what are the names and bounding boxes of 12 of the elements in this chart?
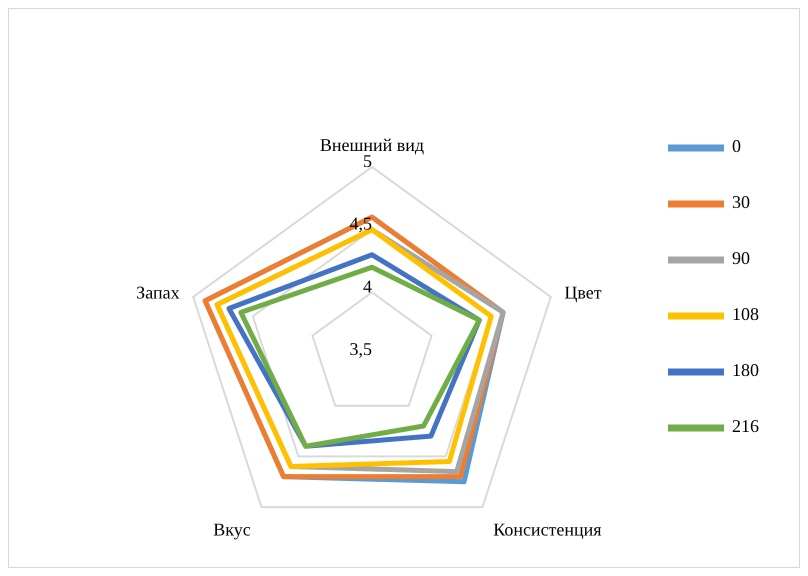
spoke-label: Цвет (564, 282, 602, 303)
spoke-label: Вкус (213, 520, 251, 540)
legend-label: 30 (732, 192, 750, 212)
y-tick-label: 4 (363, 276, 372, 296)
legend-label: 90 (732, 248, 750, 268)
legend-label: 180 (732, 360, 759, 380)
spoke-label: Запах (136, 282, 180, 303)
legend-label: 108 (732, 304, 759, 324)
spoke-label: Консистенция (493, 520, 602, 540)
legend-label: 0 (732, 136, 741, 156)
legend-label: 216 (732, 416, 759, 436)
y-tick-label: 3,5 (350, 339, 372, 359)
